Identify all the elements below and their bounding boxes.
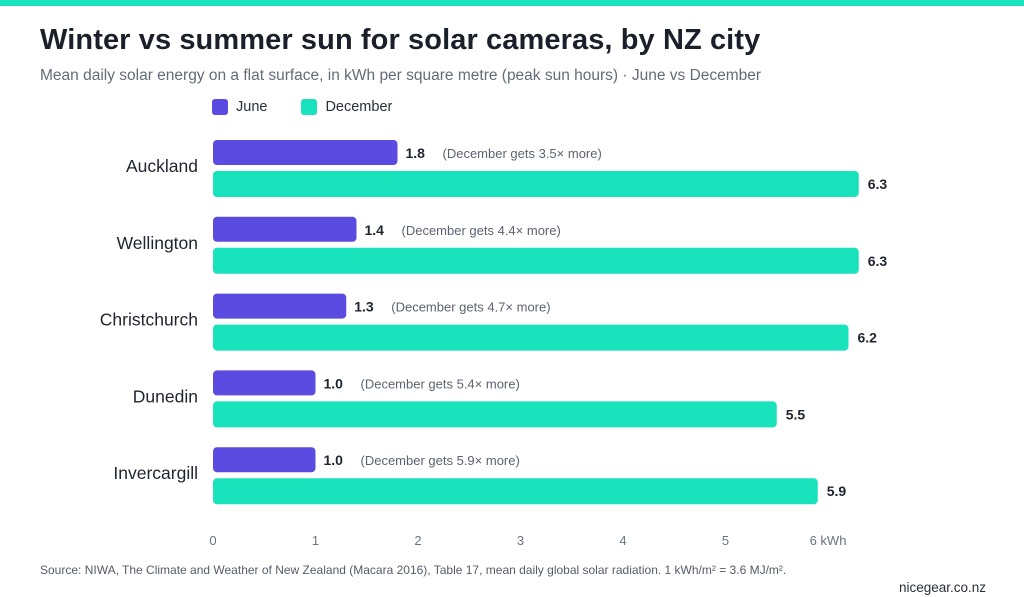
x-tick-label-6: 6 kWh <box>810 533 847 548</box>
chart-title: Winter vs summer sun for solar cameras, … <box>40 24 761 56</box>
annotation-dunedin: (December gets 5.4× more) <box>361 376 520 391</box>
value-label-june-invercargill: 1.0 <box>324 452 344 468</box>
annotation-invercargill: (December gets 5.9× more) <box>361 453 520 468</box>
category-label-wellington: Wellington <box>117 233 198 253</box>
legend-swatch-june <box>212 99 228 115</box>
legend-label-december: December <box>325 99 393 115</box>
chart-subtitle: Mean daily solar energy on a flat surfac… <box>40 67 762 84</box>
top-accent-bar <box>0 0 1024 6</box>
annotation-christchurch: (December gets 4.7× more) <box>391 300 550 315</box>
legend-item-december: December <box>301 99 392 115</box>
x-tick-label-4: 4 <box>619 533 626 548</box>
bar-december-dunedin <box>213 401 777 428</box>
bar-december-christchurch <box>213 324 849 351</box>
legend-item-june: June <box>212 99 267 115</box>
annotation-wellington: (December gets 4.4× more) <box>402 223 561 238</box>
value-label-december-dunedin: 5.5 <box>786 406 806 422</box>
value-label-december-christchurch: 6.2 <box>858 330 878 346</box>
value-label-june-christchurch: 1.3 <box>354 299 374 315</box>
x-tick-label-2: 2 <box>414 533 421 548</box>
bar-december-auckland <box>213 171 859 197</box>
category-label-dunedin: Dunedin <box>133 386 198 406</box>
legend-swatch-december <box>301 99 318 115</box>
bar-december-invercargill <box>213 478 818 505</box>
bar-june-invercargill <box>213 447 316 473</box>
x-tick-label-5: 5 <box>722 533 729 548</box>
site-url: nicegear.co.nz <box>898 580 986 595</box>
category-label-christchurch: Christchurch <box>100 310 198 330</box>
annotation-auckland: (December gets 3.5× more) <box>443 146 602 161</box>
value-label-june-auckland: 1.8 <box>406 145 426 161</box>
value-label-december-invercargill: 5.9 <box>827 483 847 499</box>
x-tick-label-0: 0 <box>209 533 216 548</box>
bar-june-wellington <box>213 216 357 242</box>
bar-december-wellington <box>213 247 859 274</box>
value-label-december-auckland: 6.3 <box>868 176 888 192</box>
value-label-december-wellington: 6.3 <box>868 253 888 269</box>
legend: June December <box>212 99 426 115</box>
value-label-june-dunedin: 1.0 <box>324 375 344 391</box>
bar-june-christchurch <box>213 293 347 319</box>
legend-label-june: June <box>236 99 268 115</box>
source-note: Source: NIWA, The Climate and Weather of… <box>40 563 787 577</box>
x-tick-label-3: 3 <box>517 533 524 548</box>
category-label-auckland: Auckland <box>126 156 198 176</box>
bar-june-auckland <box>213 140 398 165</box>
bar-june-dunedin <box>213 370 316 396</box>
value-label-june-wellington: 1.4 <box>365 222 385 238</box>
category-label-invercargill: Invercargill <box>113 463 198 483</box>
x-tick-label-1: 1 <box>312 533 319 548</box>
